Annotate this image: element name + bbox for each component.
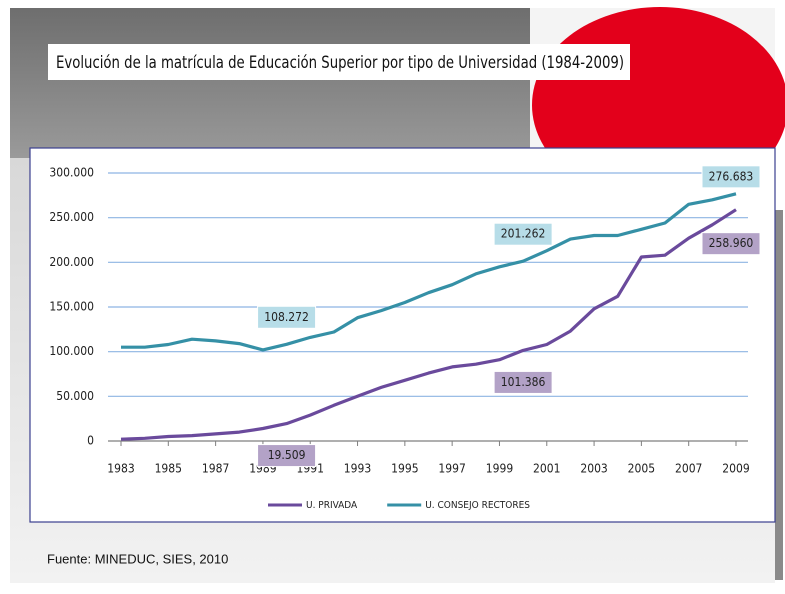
y-tick-label: 250.000 <box>49 210 94 224</box>
label-box <box>493 222 553 246</box>
x-tick-label: 2005 <box>628 462 655 476</box>
right-strip <box>775 210 783 580</box>
y-tick-label: 0 <box>87 434 94 448</box>
data-label: 276.683 <box>709 169 754 183</box>
x-tick-label: 1983 <box>107 462 134 476</box>
x-tick-label: 2009 <box>722 462 750 476</box>
data-label: 101.386 <box>501 375 546 389</box>
title-box <box>48 44 630 80</box>
y-tick-label: 300.000 <box>49 166 94 180</box>
data-label: 201.262 <box>501 227 546 241</box>
label-box <box>493 370 553 394</box>
chart-title: Evolución de la matrícula de Educación S… <box>56 53 624 73</box>
top-band <box>10 8 530 158</box>
x-tick-label: 2007 <box>675 462 702 476</box>
series-line <box>121 192 737 352</box>
x-tick-label: 1987 <box>202 462 229 476</box>
source: Fuente: MINEDUC, SIES, 2010 <box>47 551 228 566</box>
y-tick-label: 100.000 <box>49 344 94 358</box>
x-tick-label: 1999 <box>486 462 514 476</box>
x-tick-label: 1997 <box>438 462 465 476</box>
label-box <box>257 444 317 468</box>
x-tick-label: 1995 <box>391 462 418 476</box>
y-tick-label: 200.000 <box>49 255 94 269</box>
y-tick-label: 150.000 <box>49 300 94 314</box>
label-box <box>257 305 317 329</box>
label-box <box>701 165 761 189</box>
data-label: 19.509 <box>268 448 306 462</box>
x-tick-label: 2003 <box>580 462 607 476</box>
label-box <box>701 232 761 256</box>
legend-label: U. PRIVADA <box>306 500 358 511</box>
y-tick-label: 50.000 <box>56 389 94 403</box>
x-tick-label: 2001 <box>533 462 560 476</box>
data-label: 108.272 <box>264 310 309 324</box>
legend-label: U. CONSEJO RECTORES <box>425 500 530 511</box>
series-line <box>120 208 737 441</box>
x-tick-label: 1985 <box>155 462 182 476</box>
chart-panel <box>29 147 776 523</box>
data-label: 258.960 <box>709 236 754 250</box>
x-tick-label: 1993 <box>344 462 371 476</box>
